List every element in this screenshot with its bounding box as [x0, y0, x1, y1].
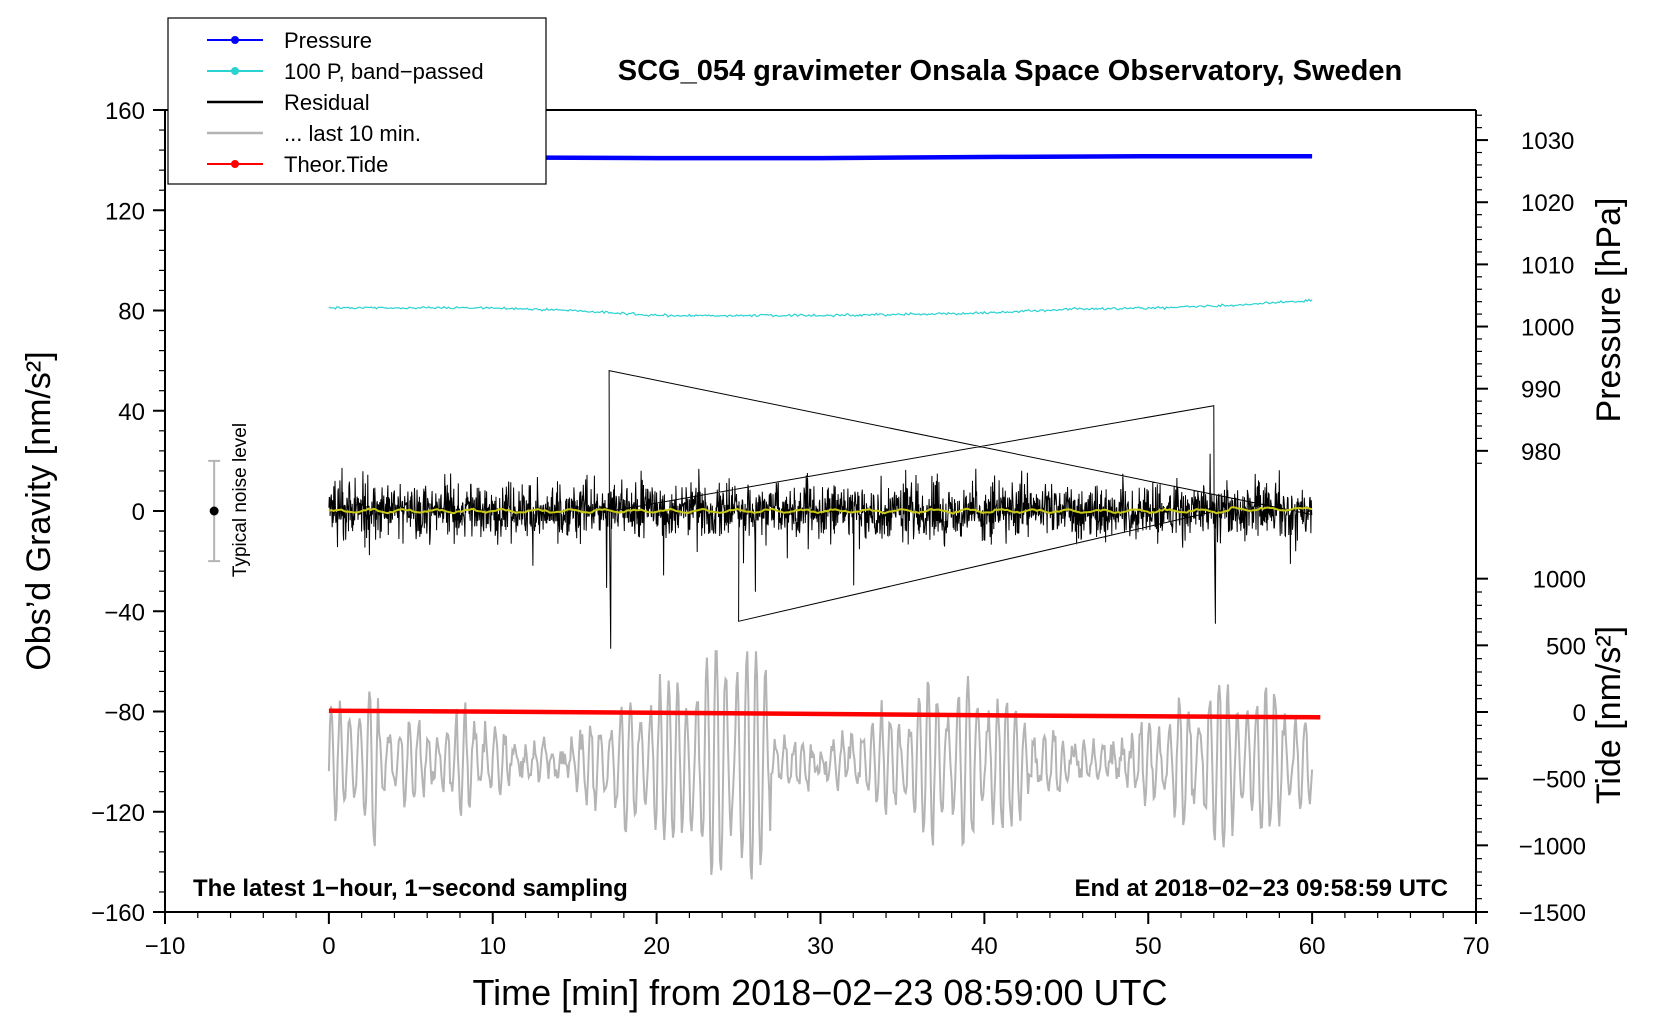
tide-tick-label: 0 [1573, 700, 1586, 727]
tide-tick-label: 1000 [1533, 567, 1586, 594]
y-left-tick-label: 120 [105, 198, 145, 225]
noise-bar-point [209, 506, 219, 516]
ticks-layer: −10 0 10 20 30 40 50 60 7016012080400−40−80−120−… [91, 98, 1586, 960]
legend-label: Pressure [284, 28, 372, 53]
tide-tick-label: −1000 [1519, 833, 1586, 860]
annotation-right: End at 2018−02−23 09:58:59 UTC [1074, 875, 1448, 902]
pressure-tick-label: 980 [1521, 439, 1561, 466]
x-axis-label: Time [min] from 2018−02−23 08:59:00 UTC [472, 972, 1167, 1013]
y-left-tick-label: 160 [105, 98, 145, 125]
y-left-tick-label: 80 [118, 299, 145, 326]
residual-series [328, 369, 1313, 649]
x-tick-label: 20 [643, 933, 670, 960]
y-left-tick-label: −40 [104, 599, 145, 626]
x-tick-label: 50 [1135, 933, 1162, 960]
y-left-tick-label: −120 [91, 800, 145, 827]
y-axis-label-left: Obs’d Gravity [nm/s²] [20, 351, 58, 670]
pressure-tick-label: 1010 [1521, 252, 1574, 279]
x-tick-label: 10 [479, 933, 506, 960]
series-layer [208, 153, 1321, 880]
last-10-min-series [327, 650, 1314, 880]
legend-marker [231, 36, 239, 44]
tide-tick-label: −500 [1532, 767, 1586, 794]
legend-label: Theor.Tide [284, 152, 388, 177]
tide-series [328, 708, 1321, 720]
chart-title: SCG_054 gravimeter Onsala Space Observat… [618, 55, 1402, 87]
legend-label: Residual [284, 90, 370, 115]
y-axis-label-pressure: Pressure [hPa] [1590, 198, 1628, 423]
legend: Pressure 100 P, band−passed Residual ... la… [167, 17, 547, 185]
x-tick-label: 70 [1463, 933, 1490, 960]
noise-level-label: Typical noise level [230, 423, 251, 577]
legend-marker [231, 67, 239, 75]
tide-tick-label: −1500 [1519, 900, 1586, 927]
pressure-tick-label: 1000 [1521, 315, 1574, 342]
pressure-tick-label: 1020 [1521, 190, 1574, 217]
smoothed-residual-series [328, 506, 1313, 515]
y-axis-label-tide: Tide [nm/s²] [1590, 626, 1628, 804]
x-tick-label: 30 [807, 933, 834, 960]
tide-tick-label: 500 [1546, 633, 1586, 660]
legend-label: 100 P, band−passed [284, 59, 484, 84]
band-passed-series [328, 298, 1313, 318]
x-tick-label: −10 [145, 933, 186, 960]
pressure-tick-label: 1030 [1521, 128, 1574, 155]
legend-marker [231, 160, 239, 168]
x-tick-label: 40 [971, 933, 998, 960]
y-left-tick-label: −160 [91, 900, 145, 927]
pressure-tick-label: 990 [1521, 377, 1561, 404]
x-tick-label: 60 [1299, 933, 1326, 960]
annotation-left: The latest 1−hour, 1−second sampling [193, 875, 628, 902]
y-left-tick-label: −80 [104, 700, 145, 727]
legend-label: ... last 10 min. [284, 121, 421, 146]
y-left-tick-label: 40 [118, 399, 145, 426]
x-tick-label: 0 [322, 933, 335, 960]
y-left-tick-label: 0 [132, 499, 145, 526]
